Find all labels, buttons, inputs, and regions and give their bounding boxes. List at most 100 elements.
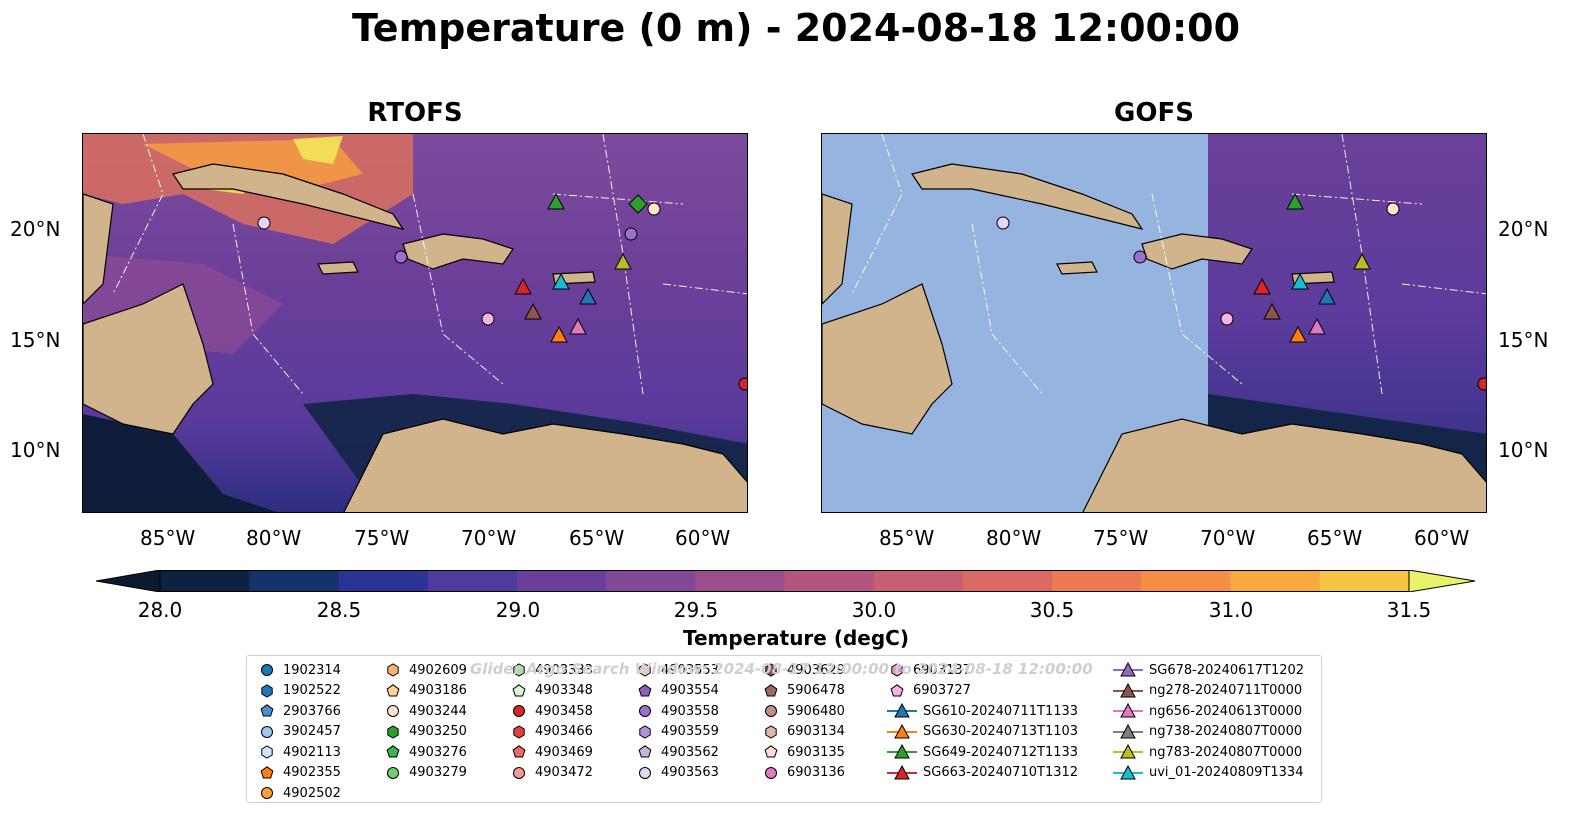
lon-tick: 85°W <box>140 526 196 550</box>
legend-label: ng278-20240711T0000 <box>1149 683 1303 698</box>
legend-label: 6903137 <box>913 662 971 678</box>
legend-item: 4903348 <box>509 681 593 701</box>
legend-label: 4903333 <box>535 662 593 678</box>
legend-label: SG630-20240713T1103 <box>923 724 1079 739</box>
legend-item: 4903333 <box>509 660 593 680</box>
legend-item: 4903279 <box>383 763 467 783</box>
legend-item: uvi_01-20240809T1334 <box>1113 763 1303 783</box>
circle-marker-icon <box>639 705 651 717</box>
legend-item: 2903766 <box>257 701 341 721</box>
colorbar-tick: 31.0 <box>1208 598 1254 622</box>
legend-label: 4902609 <box>409 662 467 678</box>
legend-item: 6903134 <box>761 722 845 742</box>
pentagon-marker-icon <box>386 745 400 758</box>
legend: 1902314 1902522 2903766 3902457 4902113 49023… <box>246 655 1322 803</box>
legend-label: 6903134 <box>787 724 845 739</box>
map-panel-rtofs <box>82 133 748 513</box>
legend-label: 3902457 <box>283 724 341 739</box>
legend-item: 4903458 <box>509 701 593 721</box>
triangle-marker-icon <box>1113 764 1143 779</box>
legend-item: 6903137 <box>887 660 971 680</box>
circle-marker-icon <box>639 766 651 779</box>
legend-label: 1902522 <box>283 683 341 698</box>
legend-label: 5906480 <box>787 703 845 719</box>
hexagon-marker-icon <box>765 663 777 677</box>
colorbar-segment <box>1319 570 1410 592</box>
legend-label: SG678-20240617T1202 <box>1149 662 1305 678</box>
colorbar-tick: 28.5 <box>316 598 362 622</box>
legend-label: 1902314 <box>283 662 341 678</box>
legend-label: 2903766 <box>283 703 341 719</box>
legend-label: 4903244 <box>409 703 467 719</box>
legend-label: SG649-20240712T1133 <box>923 744 1079 760</box>
triangle-marker-icon <box>1113 744 1143 759</box>
legend-item: 6903135 <box>761 742 845 762</box>
hexagon-marker-icon <box>513 724 525 739</box>
pentagon-marker-icon <box>386 683 400 697</box>
lat-tick: 15°N <box>10 328 61 352</box>
legend-label: 6903727 <box>913 683 971 698</box>
legend-item: SG678-20240617T1202 <box>1113 660 1304 680</box>
lon-tick: 70°W <box>1200 526 1256 550</box>
legend-label: 4903553 <box>661 662 719 678</box>
colorbar-segment <box>606 570 696 592</box>
legend-label: 4903472 <box>535 765 593 780</box>
legend-item: 4903250 <box>383 722 467 742</box>
lon-tick: 65°W <box>569 526 625 550</box>
colorbar-segment <box>1141 570 1232 592</box>
lon-tick: 75°W <box>1093 526 1149 550</box>
lat-tick: 20°N <box>10 217 61 241</box>
legend-label: 4903186 <box>409 683 467 698</box>
triangle-marker-icon <box>887 723 917 738</box>
legend-item: 4902113 <box>257 742 341 762</box>
legend-label: 4903558 <box>661 703 719 719</box>
pentagon-marker-icon <box>764 683 778 697</box>
legend-item: 4903466 <box>509 722 593 742</box>
colorbar-label: Temperature (degC) <box>683 626 909 650</box>
hexagon-marker-icon <box>891 663 903 677</box>
legend-label: 4903458 <box>535 703 593 719</box>
legend-item: ng738-20240807T0000 <box>1113 722 1302 742</box>
legend-label: ng738-20240807T0000 <box>1149 724 1303 739</box>
circle-marker-icon <box>261 664 273 676</box>
legend-label: 4903629 <box>787 662 845 678</box>
pentagon-marker-icon <box>638 683 652 697</box>
colorbar-segment <box>160 570 250 592</box>
colorbar-tick: 29.5 <box>673 598 719 622</box>
colorbar-segment <box>427 570 518 592</box>
lon-tick: 75°W <box>354 526 410 550</box>
legend-label: ng783-20240807T0000 <box>1149 744 1303 760</box>
colorbar-segment <box>1052 570 1142 592</box>
legend-item: 3902457 <box>257 722 341 742</box>
hexagon-marker-icon <box>387 724 399 739</box>
lon-tick: 65°W <box>1307 526 1363 550</box>
legend-item: 5906480 <box>761 701 845 721</box>
pentagon-marker-icon <box>890 683 904 697</box>
legend-label: 4903563 <box>661 765 719 780</box>
figure-title: Temperature (0 m) - 2024-08-18 12:00:00 <box>351 6 1241 50</box>
colorbar-under-arrow <box>96 570 161 592</box>
legend-item: ng656-20240613T0000 <box>1113 701 1302 721</box>
legend-label: 6903135 <box>787 744 845 760</box>
legend-item: 4903472 <box>509 763 593 783</box>
triangle-marker-icon <box>1113 662 1143 677</box>
lon-tick: 85°W <box>879 526 935 550</box>
hexagon-marker-icon <box>639 663 651 677</box>
legend-item: 4902502 <box>257 783 341 803</box>
lon-tick: 60°W <box>675 526 731 550</box>
colorbar-tick: 31.5 <box>1386 598 1432 622</box>
legend-item: ng783-20240807T0000 <box>1113 742 1302 762</box>
legend-label: 4903559 <box>661 724 719 739</box>
circle-marker-icon <box>387 705 399 717</box>
circle-marker-icon <box>387 766 399 779</box>
lon-tick: 80°W <box>986 526 1042 550</box>
lat-tick: 10°N <box>1498 438 1549 462</box>
colorbar-segment <box>516 570 607 592</box>
legend-item: 4903553 <box>635 660 719 680</box>
legend-item: 4903554 <box>635 681 719 701</box>
circle-marker-icon <box>765 705 777 717</box>
pentagon-marker-icon <box>260 704 274 717</box>
circle-marker-icon <box>513 705 525 717</box>
hexagon-marker-icon <box>387 663 399 677</box>
colorbar-tick: 30.0 <box>851 598 897 622</box>
